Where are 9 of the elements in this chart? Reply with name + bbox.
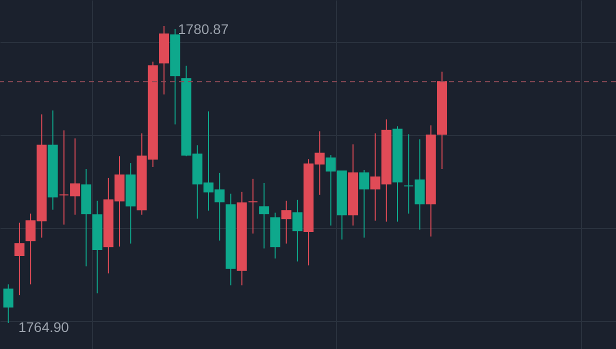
candlestick <box>14 222 24 296</box>
candlestick <box>3 284 14 324</box>
annotation: 1764.90 <box>18 319 70 335</box>
candlestick <box>281 200 292 244</box>
candlestick <box>248 178 258 234</box>
candlestick <box>359 169 370 238</box>
candlestick <box>292 199 302 262</box>
annotation: 1780.87 <box>178 21 229 37</box>
candlestick <box>259 182 270 249</box>
